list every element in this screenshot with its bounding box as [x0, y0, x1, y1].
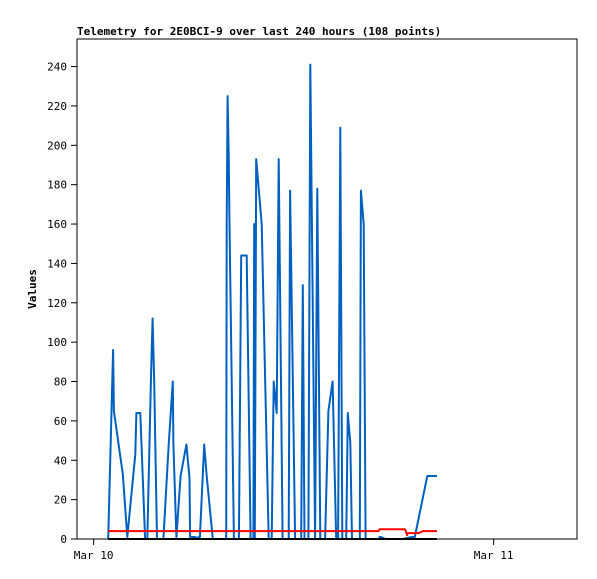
series-line-0 [107, 63, 437, 540]
y-tick-label: 100 [47, 336, 67, 349]
y-tick-label: 160 [47, 218, 67, 231]
y-tick-label: 20 [54, 494, 67, 507]
y-tick-label: 180 [47, 179, 67, 192]
y-tick-label: 220 [47, 100, 67, 113]
y-tick-label: 80 [54, 376, 67, 389]
y-axis: 0 20 40 60 80 100 120 140 160 180 200 220 240 [47, 61, 77, 546]
y-tick-label: 240 [47, 61, 67, 74]
y-tick-label: 0 [60, 533, 67, 546]
series-layer [107, 63, 437, 540]
y-tick-label: 200 [47, 139, 67, 152]
chart-title: Telemetry for 2E0BCI-9 over last 240 hou… [77, 25, 441, 38]
y-tick-label: 40 [54, 454, 67, 467]
x-tick-label: Mar 11 [474, 549, 514, 562]
series-line-1 [108, 528, 437, 537]
y-tick-label: 120 [47, 297, 67, 310]
y-tick-label: 140 [47, 257, 67, 270]
x-tick-label: Mar 10 [74, 549, 114, 562]
y-axis-label: Values [26, 269, 39, 309]
y-tick-label: 60 [54, 415, 67, 428]
x-axis: Mar 10 Mar 11 [74, 539, 514, 562]
